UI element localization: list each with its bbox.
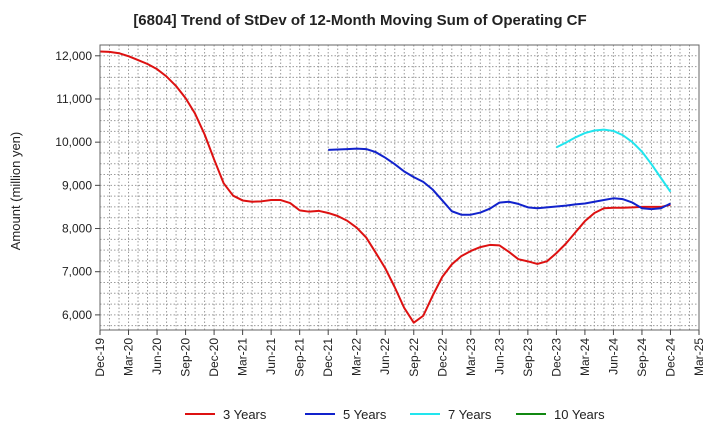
y-tick-label: 7,000 [62,265,92,279]
x-tick-label: Sep-24 [635,338,649,377]
chart-title: [6804] Trend of StDev of 12-Month Moving… [133,12,587,29]
y-tick-label: 6,000 [62,308,92,322]
series-line-7-years [555,128,672,193]
x-tick-label: Dec-23 [549,338,563,377]
y-tick-label: 11,000 [56,92,92,106]
x-tick-label: Mar-25 [692,338,706,376]
x-tick-label: Mar-23 [464,338,478,376]
x-tick-label: Jun-22 [378,338,392,375]
x-tick-label: Mar-20 [122,338,136,376]
legend: 3 Years 5 Years 7 Years 10 Years [185,407,605,422]
y-tick-label: 12,000 [55,49,92,63]
y-axis-title: Amount (million yen) [8,132,23,251]
x-tick-label: Jun-21 [264,338,278,375]
x-tick-label: Dec-22 [435,338,449,377]
series-layer [99,50,672,324]
x-tick-label: Jun-20 [150,338,164,375]
x-tick-label: Sep-21 [293,338,307,377]
y-tick-label: 8,000 [62,222,92,236]
x-tick-label: Jun-24 [606,338,620,375]
x-tick-label: Sep-22 [407,338,421,377]
y-tick-label: 9,000 [62,178,92,192]
series-line-3-years [99,50,671,324]
legend-label: 10 Years [554,407,605,422]
x-tick-label: Dec-24 [663,338,677,377]
legend-label: 5 Years [343,407,387,422]
plot-frame [99,44,700,331]
legend-label: 7 Years [448,407,492,422]
axis-layer: 6,000 7,000 8,000 9,000 10,000 11,000 12,000 De… [55,44,706,377]
x-tick-label: Mar-24 [578,338,592,376]
x-tick-label: Dec-19 [93,338,107,377]
grid-layer [100,44,699,330]
x-tick-label: Dec-20 [207,338,221,377]
x-tick-label: Sep-20 [179,338,193,377]
x-tick-label: Mar-21 [236,338,250,376]
y-tick-label: 10,000 [55,135,92,149]
legend-label: 3 Years [223,407,267,422]
series-line-5-years [328,147,671,216]
x-tick-label: Dec-21 [321,338,335,377]
x-tick-label: Sep-23 [521,338,535,377]
x-tick-label: Mar-22 [350,338,364,376]
x-tick-label: Jun-23 [492,338,506,375]
